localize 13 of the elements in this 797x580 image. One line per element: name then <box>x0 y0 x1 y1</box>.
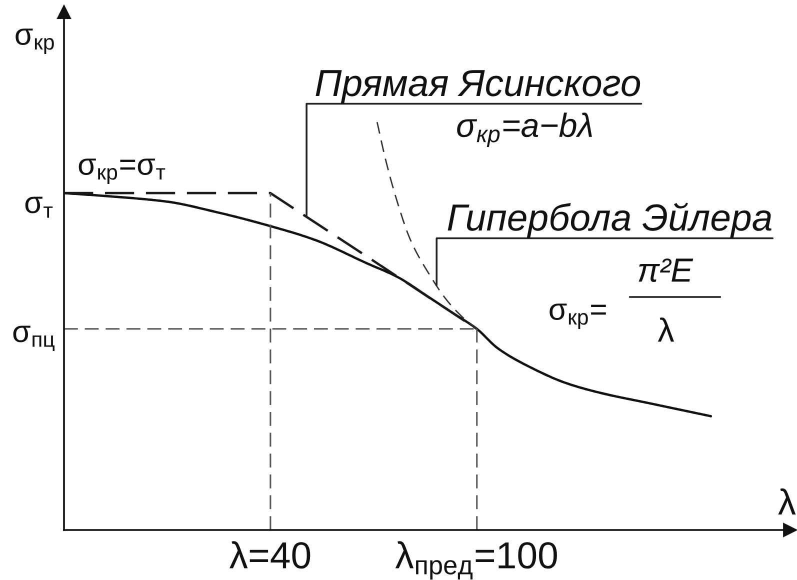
x-tick-label: λ$_{пред}$=100 <box>395 541 557 580</box>
annotation: σ$_{т}$ <box>25 196 53 218</box>
y-axis-title: σ$_{кр}$ <box>16 28 54 54</box>
annotation: σ$_{кр}$=σ$_{т}$ <box>78 158 166 184</box>
annotation: σ$_{кр}$= <box>550 304 606 329</box>
annotation: Гипербола Эйлера <box>448 202 772 238</box>
annotation: σ$_{пц}$ <box>13 326 54 352</box>
x-axis-title: λ <box>778 488 796 515</box>
annotation: π²E <box>638 258 694 282</box>
annotation: λ <box>658 317 674 342</box>
annotation: Прямая Ясинского <box>316 70 640 104</box>
annotation: σ$_{кр}$=a−bλ <box>457 112 592 147</box>
x-tick-label: λ=40 <box>230 541 310 569</box>
